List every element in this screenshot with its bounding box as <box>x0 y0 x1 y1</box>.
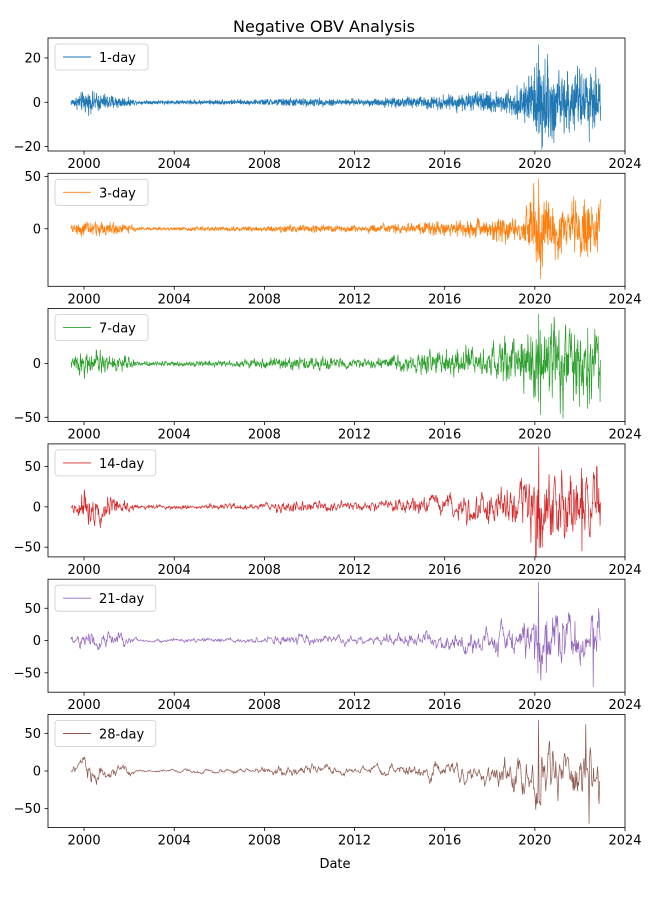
legend-label: 1-day <box>99 51 136 66</box>
series-line-3-day <box>70 178 601 279</box>
x-tick-label: 2004 <box>158 292 191 307</box>
x-tick-label: 2012 <box>338 292 371 307</box>
y-tick-label: −50 <box>14 541 41 556</box>
x-tick-label: 2024 <box>608 157 641 172</box>
subplot-1-day: −20 0 20 2000 2004 2008 2012 2016 2020 2024 1-day <box>14 37 642 172</box>
x-tick-label: 2016 <box>428 563 461 578</box>
x-tick-label: 2020 <box>518 563 551 578</box>
x-tick-label: 2008 <box>248 698 281 713</box>
legend-label: 28-day <box>99 728 144 743</box>
axes-frame <box>47 37 626 152</box>
x-tick-label: 2012 <box>338 563 371 578</box>
x-tick-label: 2024 <box>608 292 641 307</box>
y-tick-label: −50 <box>14 666 41 681</box>
x-tick-label: 2016 <box>428 428 461 443</box>
series-line-1-day <box>70 44 601 150</box>
x-tick-label: 2008 <box>248 292 281 307</box>
legend-label: 14-day <box>99 457 144 472</box>
legend-box <box>54 314 149 342</box>
x-tick-label: 2008 <box>248 428 281 443</box>
x-tick-label: 2020 <box>518 428 551 443</box>
legend-box <box>54 584 157 612</box>
x-tick-label: 2012 <box>338 428 371 443</box>
y-tick-label: 0 <box>33 96 41 111</box>
x-tick-label: 2016 <box>428 834 461 849</box>
legend-box <box>54 43 149 71</box>
x-tick-label: 2024 <box>608 834 641 849</box>
x-tick-label: 2004 <box>158 157 191 172</box>
subplot-3-day: 0 50 2000 2004 2008 2012 2016 2020 2024 3-day <box>24 170 641 307</box>
legend-label: 7-day <box>99 322 136 337</box>
y-tick-label: −20 <box>14 140 41 155</box>
y-tick-label: 0 <box>33 765 41 780</box>
x-tick-label: 2024 <box>608 428 641 443</box>
axes-frame <box>47 172 626 287</box>
x-tick-label: 2008 <box>248 563 281 578</box>
series-line-21-day <box>70 582 601 688</box>
x-tick-label: 2008 <box>248 834 281 849</box>
y-tick-label: 0 <box>33 634 41 649</box>
subplot-28-day: −50 0 50 2000 2004 2008 2012 2016 2020 2024 28-day <box>14 714 642 849</box>
axes-frame <box>47 443 626 558</box>
y-tick-label: 0 <box>33 357 41 372</box>
x-tick-label: 2008 <box>248 157 281 172</box>
series-line-14-day <box>70 446 601 557</box>
y-tick-label: 0 <box>33 500 41 515</box>
legend-label: 3-day <box>99 186 136 201</box>
subplot-14-day: −50 0 50 2000 2004 2008 2012 2016 2020 2024 14-day <box>14 443 642 578</box>
subplot-21-day: −50 0 50 2000 2004 2008 2012 2016 2020 2024 21-day <box>14 578 642 713</box>
subplot-7-day: −50 0 2000 2004 2008 2012 2016 2020 2024 7-day <box>14 308 642 443</box>
x-tick-label: 2016 <box>428 698 461 713</box>
y-tick-label: 50 <box>24 170 41 185</box>
x-tick-label: 2020 <box>518 157 551 172</box>
x-tick-label: 2020 <box>518 698 551 713</box>
x-tick-label: 2000 <box>68 834 101 849</box>
x-tick-label: 2000 <box>68 563 101 578</box>
x-tick-label: 2000 <box>68 698 101 713</box>
chart-title: Negative OBV Analysis <box>233 17 415 36</box>
legend-box <box>54 178 149 206</box>
y-tick-label: 50 <box>24 727 41 742</box>
y-tick-label: −50 <box>14 802 41 817</box>
legend-box <box>54 449 157 477</box>
x-tick-label: 2000 <box>68 292 101 307</box>
series-line-28-day <box>70 719 601 824</box>
x-tick-label: 2020 <box>518 292 551 307</box>
y-tick-label: −50 <box>14 411 41 426</box>
x-tick-label: 2004 <box>158 563 191 578</box>
axes-frame <box>47 578 626 693</box>
y-tick-label: 0 <box>33 222 41 237</box>
series-line-7-day <box>70 313 601 419</box>
x-tick-label: 2000 <box>68 428 101 443</box>
x-tick-label: 2024 <box>608 563 641 578</box>
legend-box <box>54 720 157 747</box>
x-tick-label: 2012 <box>338 157 371 172</box>
axes-frame <box>47 308 626 423</box>
y-tick-label: 50 <box>24 602 41 617</box>
x-tick-label: 2016 <box>428 292 461 307</box>
x-tick-label: 2012 <box>338 698 371 713</box>
y-tick-label: 50 <box>24 460 41 475</box>
y-tick-label: 20 <box>24 51 41 66</box>
x-tick-label: 2024 <box>608 698 641 713</box>
x-tick-label: 2004 <box>158 698 191 713</box>
x-tick-label: 2004 <box>158 428 191 443</box>
x-axis-label: Date <box>319 857 350 872</box>
x-tick-label: 2012 <box>338 834 371 849</box>
x-tick-label: 2004 <box>158 834 191 849</box>
x-tick-label: 2020 <box>518 834 551 849</box>
x-tick-label: 2000 <box>68 157 101 172</box>
legend-label: 21-day <box>99 592 144 607</box>
x-tick-label: 2016 <box>428 157 461 172</box>
